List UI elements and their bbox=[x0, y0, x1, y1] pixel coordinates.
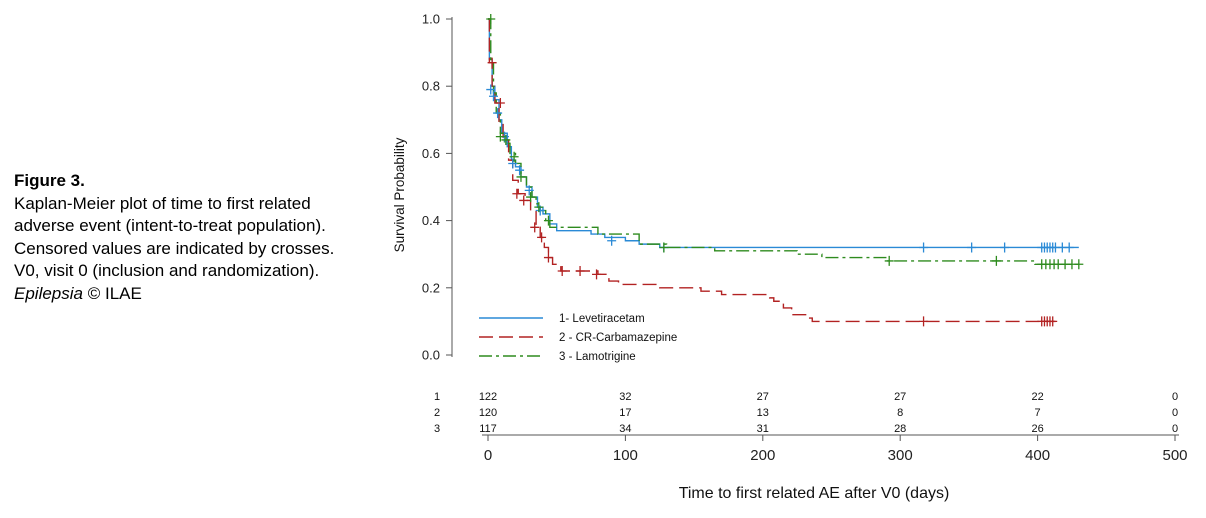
chart-legend: 1- Levetiracetam 2 - CR-Carbamazepine 3 - … bbox=[479, 313, 677, 363]
censor-mark-series-3 bbox=[1074, 259, 1084, 270]
x-axis-title: Time to first related AE after V0 (days) bbox=[679, 485, 950, 502]
risk-count: 27 bbox=[757, 391, 769, 403]
censor-mark-series-3 bbox=[543, 215, 553, 226]
survival-curves bbox=[488, 18, 1079, 323]
censor-mark-series-1 bbox=[488, 91, 498, 102]
censor-mark-series-2 bbox=[537, 232, 547, 243]
censor-mark-series-1 bbox=[919, 242, 929, 253]
x-tick-label: 200 bbox=[750, 447, 775, 464]
censor-mark-series-3 bbox=[884, 255, 894, 266]
censor-mark-series-1 bbox=[967, 242, 977, 253]
censor-mark-series-2 bbox=[495, 98, 505, 108]
risk-count: 0 bbox=[1172, 407, 1178, 419]
censor-mark-series-1 bbox=[607, 235, 617, 246]
chart-axes: 0.00.20.40.60.81.00 100 200 300 400 500 bbox=[422, 12, 1188, 465]
risk-count: 17 bbox=[619, 407, 631, 419]
x-tick-label: 400 bbox=[1025, 447, 1050, 464]
censor-mark-series-1 bbox=[508, 158, 518, 169]
risk-count: 13 bbox=[757, 407, 769, 419]
risk-count: 28 bbox=[894, 423, 906, 435]
censor-mark-series-2 bbox=[487, 57, 497, 68]
risk-count: 31 bbox=[757, 423, 769, 435]
risk-row-label: 1 bbox=[434, 391, 440, 403]
risk-count: 34 bbox=[619, 423, 631, 435]
legend-label-2: 2 - CR-Carbamazepine bbox=[559, 332, 677, 344]
y-tick-label: 1.0 bbox=[422, 12, 440, 27]
y-axis-title: Survival Probability bbox=[392, 137, 407, 252]
risk-count: 26 bbox=[1031, 423, 1043, 435]
risk-count: 117 bbox=[479, 423, 497, 435]
censor-mark-series-3 bbox=[534, 202, 544, 213]
censor-mark-series-2 bbox=[530, 222, 540, 233]
censor-mark-series-3 bbox=[991, 255, 1001, 266]
risk-row-label: 2 bbox=[434, 407, 440, 419]
legend-label-3: 3 - Lamotrigine bbox=[559, 351, 636, 363]
x-tick-label: 500 bbox=[1162, 447, 1187, 464]
risk-count: 27 bbox=[894, 391, 906, 403]
y-tick-label: 0.6 bbox=[422, 146, 440, 161]
censor-mark-series-1 bbox=[486, 84, 496, 95]
censor-mark-series-3 bbox=[516, 171, 526, 182]
caption-source: Epilepsia © ILAE bbox=[14, 283, 354, 306]
journal-name: Epilepsia bbox=[14, 283, 83, 303]
censor-mark-series-1 bbox=[1000, 242, 1010, 253]
censor-mark-series-1 bbox=[493, 108, 503, 119]
censor-mark-series-3 bbox=[526, 192, 536, 203]
censor-mark-series-2 bbox=[592, 269, 602, 280]
censor-mark-series-2 bbox=[519, 195, 529, 206]
copyright-text: © ILAE bbox=[83, 283, 142, 303]
risk-count: 0 bbox=[1172, 391, 1178, 403]
censor-mark-series-3 bbox=[495, 131, 505, 142]
censor-mark-series-2 bbox=[543, 252, 553, 263]
risk-count: 7 bbox=[1035, 407, 1041, 419]
risk-table: 1 122 32 27 27 22 0 2 120 17 13 8 7 0 3 117 34 31 28 26 0 bbox=[434, 391, 1178, 435]
legend-label-1: 1- Levetiracetam bbox=[559, 313, 645, 325]
figure-label: Figure 3. bbox=[14, 171, 85, 190]
y-tick-label: 0.4 bbox=[422, 213, 440, 228]
risk-count: 120 bbox=[479, 407, 497, 419]
curve-series-2 bbox=[488, 18, 1056, 323]
risk-count: 8 bbox=[897, 407, 903, 419]
x-tick-label: 0 bbox=[484, 447, 492, 464]
x-tick-label: 100 bbox=[613, 447, 638, 464]
y-tick-label: 0.0 bbox=[422, 348, 440, 363]
censor-mark-series-3 bbox=[486, 14, 496, 24]
censor-mark-series-2 bbox=[1048, 316, 1058, 327]
y-tick-label: 0.8 bbox=[422, 79, 440, 94]
censor-mark-series-1 bbox=[515, 165, 525, 176]
risk-count: 22 bbox=[1031, 391, 1043, 403]
censor-mark-series-3 bbox=[659, 242, 669, 253]
censor-mark-series-3 bbox=[501, 134, 511, 145]
caption-text: Kaplan-Meier plot of time to first relat… bbox=[14, 193, 335, 281]
censor-mark-series-1 bbox=[1064, 242, 1074, 253]
figure-caption: Figure 3. Kaplan-Meier plot of time to f… bbox=[14, 170, 354, 305]
x-tick-label: 300 bbox=[888, 447, 913, 464]
censor-mark-series-3 bbox=[509, 151, 519, 162]
censor-mark-series-1 bbox=[524, 185, 534, 196]
curve-series-3 bbox=[488, 18, 1079, 265]
risk-row-label: 3 bbox=[434, 423, 440, 435]
censor-mark-series-2 bbox=[575, 266, 585, 276]
censor-marks bbox=[486, 14, 1084, 327]
risk-count: 122 bbox=[479, 391, 497, 403]
risk-count: 0 bbox=[1172, 423, 1178, 435]
y-tick-label: 0.2 bbox=[422, 280, 440, 295]
censor-mark-series-2 bbox=[557, 266, 567, 276]
curve-series-1 bbox=[488, 18, 1079, 249]
risk-count: 32 bbox=[619, 391, 631, 403]
censor-mark-series-2 bbox=[919, 316, 929, 327]
censor-mark-series-2 bbox=[512, 188, 522, 199]
